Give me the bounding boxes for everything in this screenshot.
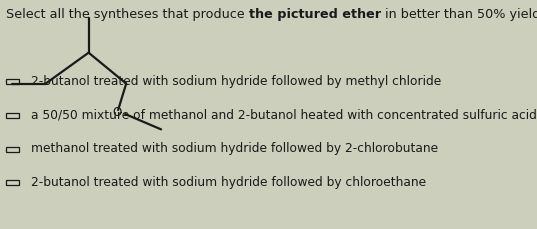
Text: in better than 50% yield:: in better than 50% yield: — [381, 8, 537, 21]
Text: 2-butanol treated with sodium hydride followed by chloroethane: 2-butanol treated with sodium hydride fo… — [31, 176, 426, 189]
Text: Select all the syntheses that produce: Select all the syntheses that produce — [6, 8, 249, 21]
Text: 2-butanol treated with sodium hydride followed by methyl chloride: 2-butanol treated with sodium hydride fo… — [31, 75, 441, 87]
Text: methanol treated with sodium hydride followed by 2-chlorobutane: methanol treated with sodium hydride fol… — [31, 142, 438, 155]
Text: the pictured ether: the pictured ether — [249, 8, 381, 21]
Text: O: O — [112, 106, 122, 119]
Bar — [6, 79, 19, 84]
Text: a 50/50 mixture of methanol and 2-butanol heated with concentrated sulfuric acid: a 50/50 mixture of methanol and 2-butano… — [31, 109, 537, 121]
Bar — [6, 147, 19, 152]
Bar — [6, 180, 19, 185]
Bar — [6, 113, 19, 118]
